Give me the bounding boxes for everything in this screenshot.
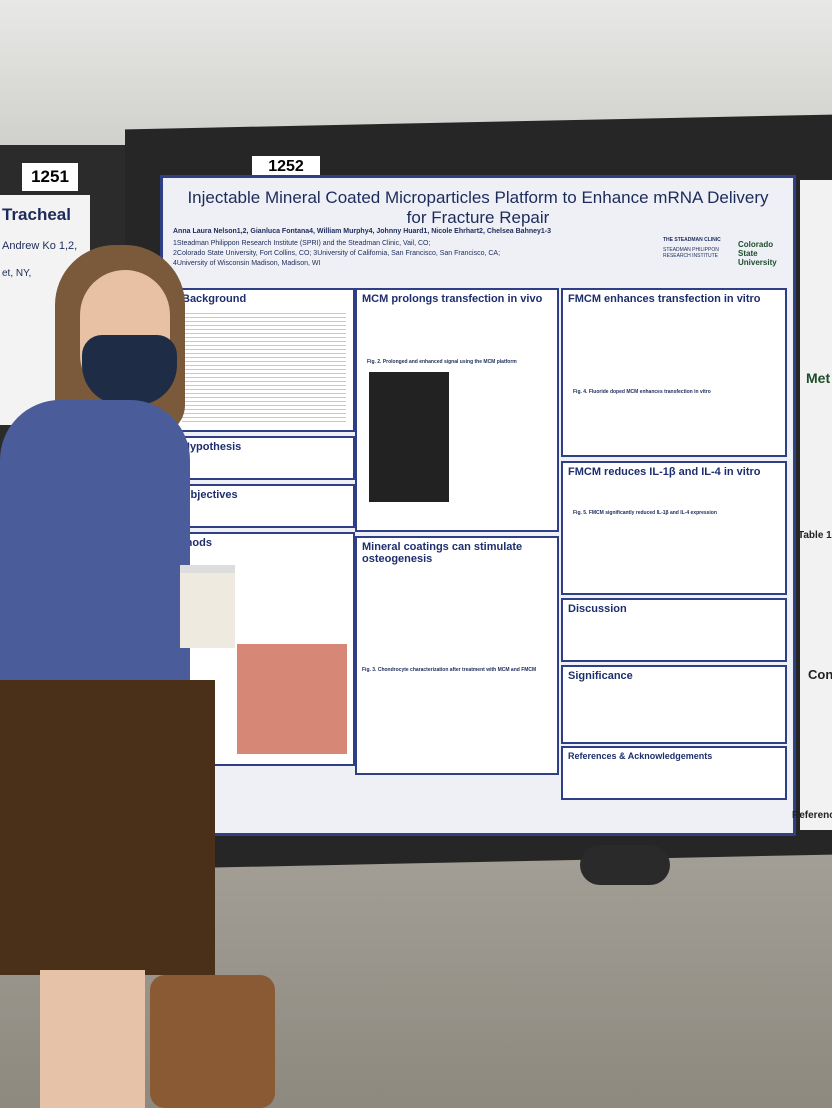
logo-text: THE STEADMAN CLINIC bbox=[663, 237, 721, 243]
section: Hypothesis bbox=[175, 436, 355, 480]
person-legs bbox=[40, 970, 145, 1108]
left-poster-title: Tracheal bbox=[2, 205, 71, 224]
section-heading: FMCM enhances transfection in vitro bbox=[568, 293, 761, 305]
section: Mineral coatings can stimulate osteogene… bbox=[355, 536, 559, 775]
section: MCM prolongs transfection in vivo Fig. 2.… bbox=[355, 288, 559, 532]
section-heading: Hypothesis bbox=[182, 441, 242, 453]
section: Significance bbox=[561, 665, 787, 744]
board-label: 1251 bbox=[22, 163, 78, 191]
section: Discussion bbox=[561, 598, 787, 662]
right-poster-text: Table 1 bbox=[798, 530, 832, 541]
poster-authors: Anna Laura Nelson1,2, Gianluca Fontana4,… bbox=[173, 228, 552, 235]
face-mask bbox=[82, 335, 177, 405]
right-poster bbox=[800, 180, 832, 830]
board-label: 1252 bbox=[252, 156, 320, 178]
figure-caption: Fig. 3. Chondrocyte characterization aft… bbox=[362, 667, 537, 673]
section-heading: FMCM reduces IL-1β and IL-4 in vitro bbox=[568, 466, 761, 478]
section: Background bbox=[175, 288, 355, 432]
bag bbox=[150, 975, 275, 1108]
section-heading: Mineral coatings can stimulate osteogene… bbox=[362, 541, 523, 565]
section-heading: MCM prolongs transfection in vivo bbox=[362, 293, 543, 305]
section-heading: Significance bbox=[568, 670, 633, 682]
poster: Injectable Mineral Coated Microparticles… bbox=[160, 175, 796, 836]
figure-caption: Fig. 4. Fluoride doped MCM enhances tran… bbox=[573, 389, 711, 395]
person-shirt bbox=[0, 400, 190, 690]
section-heading: Objectives bbox=[182, 489, 238, 501]
coffee-cup bbox=[180, 565, 235, 648]
figure bbox=[369, 372, 449, 502]
poster-title: Injectable Mineral Coated Microparticles… bbox=[187, 188, 769, 227]
section: FMCM enhances transfection in vitro Fig. … bbox=[561, 288, 787, 457]
figure-caption: Fig. 5. FMCM significantly reduced IL-1β… bbox=[573, 510, 717, 516]
left-poster-affiliation: et, NY, bbox=[2, 268, 32, 279]
section: FMCM reduces IL-1β and IL-4 in vitro Fig.… bbox=[561, 461, 787, 595]
section-heading: Discussion bbox=[568, 603, 627, 615]
affiliation: 1Steadman Philippon Research Institute (… bbox=[173, 240, 431, 247]
right-poster-text: References bbox=[792, 810, 832, 821]
affiliation: 4University of Wisconsin Madison, Madiso… bbox=[173, 260, 321, 267]
left-poster-authors: Andrew Ko 1,2, bbox=[2, 240, 78, 252]
logo-text: STEADMAN PHILIPPON RESEARCH INSTITUTE bbox=[663, 247, 719, 259]
text-block bbox=[182, 310, 346, 422]
right-poster-text: Conclus bbox=[808, 667, 832, 682]
section-heading: Background bbox=[182, 293, 247, 305]
logo-text: Colorado State University bbox=[738, 240, 777, 268]
section-heading: References & Acknowledgements bbox=[568, 751, 713, 761]
figure-caption: Fig. 2. Prolonged and enhanced signal us… bbox=[367, 359, 517, 365]
shoe bbox=[580, 845, 670, 885]
figure bbox=[237, 644, 347, 754]
affiliation: 2Colorado State University, Fort Collins… bbox=[173, 250, 501, 257]
section: Objectives bbox=[175, 484, 355, 528]
person-skirt bbox=[0, 680, 215, 975]
section: References & Acknowledgements bbox=[561, 746, 787, 800]
right-poster-text: Met bbox=[806, 370, 831, 386]
